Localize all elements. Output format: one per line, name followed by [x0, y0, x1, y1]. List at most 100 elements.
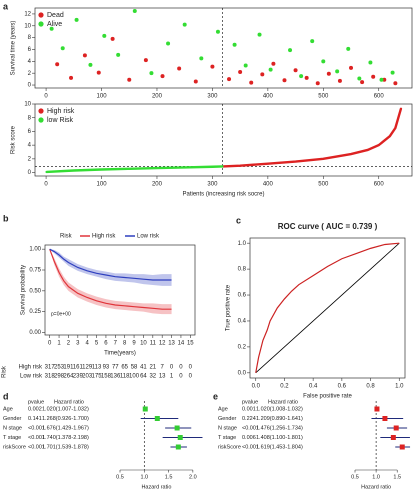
- point: [379, 77, 384, 82]
- point: [288, 48, 293, 53]
- annotation: p=0e+00: [51, 311, 71, 317]
- hazard-ratio-marker: [175, 444, 181, 450]
- point: [346, 46, 351, 51]
- point: [357, 76, 362, 81]
- legend-label: low Risk: [47, 117, 74, 124]
- point: [368, 60, 373, 65]
- y-axis-label: True positive rate: [226, 284, 232, 331]
- row-label: T stage: [3, 435, 21, 441]
- x-tick-label: 0: [48, 341, 52, 347]
- hazard-ratio-marker: [382, 416, 388, 421]
- point: [60, 46, 65, 51]
- x-tick-label: 14: [178, 341, 185, 347]
- y-tick-label: 4: [28, 59, 32, 65]
- point: [102, 33, 107, 38]
- at-risk-count: 21: [149, 365, 156, 371]
- y-tick-label: 12: [24, 12, 31, 18]
- panel-label: e: [213, 391, 218, 401]
- table-title: Risk: [2, 365, 8, 378]
- point: [293, 68, 298, 73]
- x-axis-label: False positive rate: [303, 394, 352, 400]
- x-tick-label: 9: [132, 341, 136, 347]
- roc-curve: [255, 242, 400, 373]
- point: [232, 42, 237, 47]
- at-risk-count: 58: [131, 365, 138, 371]
- legend-label: Low risk: [137, 234, 160, 240]
- point: [304, 75, 309, 80]
- x-tick-label: 13: [168, 341, 175, 347]
- y-tick-label: 6: [28, 47, 32, 53]
- y-tick-label: 0.2: [238, 344, 247, 350]
- hazard-ratio-label: 1.476(1.256-1.734): [256, 425, 303, 431]
- point: [393, 81, 398, 86]
- at-risk-count: 65: [121, 365, 128, 371]
- at-risk-count: 239: [73, 374, 84, 380]
- row-label: N stage: [3, 425, 22, 431]
- x-tick-label: 0.0: [252, 384, 261, 390]
- x-tick-label: 0: [44, 182, 48, 188]
- at-risk-count: 77: [112, 365, 119, 371]
- point: [260, 72, 265, 77]
- at-risk-count: 253: [54, 365, 65, 371]
- legend-marker: [38, 108, 44, 114]
- chart-title: ROC curve ( AUC = 0.739 ): [278, 222, 378, 231]
- point: [55, 62, 60, 67]
- x-tick-label: 0.6: [338, 384, 347, 390]
- p-value: <0.001: [242, 444, 259, 450]
- y-tick-label: 0.8: [238, 267, 247, 273]
- plot-frame: [34, 7, 413, 89]
- point: [243, 63, 248, 68]
- y-tick-label: 1.0: [238, 241, 247, 247]
- y-tick-label: 0.50: [29, 288, 41, 294]
- hazard-ratio-marker: [393, 425, 399, 431]
- x-axis-label: Patients (increasing risk socre): [182, 192, 264, 198]
- hazard-ratio-label: 1.209(0.890-1.641): [256, 416, 303, 422]
- x-tick-label: 1.0: [395, 384, 404, 390]
- x-tick-label: 5: [95, 341, 99, 347]
- legend-label: Alive: [47, 21, 62, 28]
- at-risk-count: 7: [161, 365, 165, 371]
- hazard-ratio-label: 1.020(1.007-1.032): [42, 406, 89, 412]
- plot-frame: [44, 244, 196, 336]
- p-value: 0.006: [242, 435, 256, 441]
- point: [249, 80, 254, 85]
- x-tick-label: 1.0: [372, 474, 380, 480]
- row-label: Age: [218, 406, 228, 412]
- at-risk-count: 118: [120, 374, 130, 380]
- point: [69, 75, 74, 80]
- x-tick-label: 0.2: [280, 384, 289, 390]
- y-tick-label: 8: [28, 115, 32, 121]
- point: [160, 74, 165, 79]
- y-tick-label: 10: [24, 102, 31, 108]
- y-tick-label: 10: [24, 23, 31, 29]
- y-tick-label: 8: [28, 35, 32, 41]
- hazard-ratio-marker: [399, 444, 405, 450]
- at-risk-count: 32: [149, 374, 156, 380]
- row-label: T stage: [218, 435, 236, 441]
- survival-curve: [49, 248, 172, 310]
- hazard-ratio-label: 1.676(1.429-1.967): [42, 425, 89, 431]
- point: [390, 70, 395, 75]
- point: [321, 59, 326, 64]
- y-tick-label: 0.6: [238, 293, 247, 299]
- point: [177, 66, 182, 71]
- x-tick-label: 100: [97, 94, 108, 100]
- legend-marker: [38, 117, 44, 123]
- p-value: <0.001: [242, 425, 259, 431]
- legend-marker: [38, 21, 44, 27]
- point: [74, 17, 79, 22]
- point: [326, 71, 331, 76]
- panel-label: a: [3, 1, 9, 11]
- column-header: pvalue: [242, 399, 258, 405]
- at-risk-count: 0: [179, 374, 183, 380]
- x-tick-label: 3: [76, 341, 80, 347]
- y-tick-label: 4: [28, 143, 32, 149]
- at-risk-count: 158: [101, 374, 112, 380]
- p-value: <0.001: [28, 435, 45, 441]
- point: [193, 79, 198, 84]
- x-tick-label: 100: [97, 182, 108, 188]
- hazard-ratio-label: 1.268(0.926-1.700): [42, 416, 89, 422]
- row-label: riskScore: [3, 444, 26, 450]
- at-risk-count: 264: [63, 374, 74, 380]
